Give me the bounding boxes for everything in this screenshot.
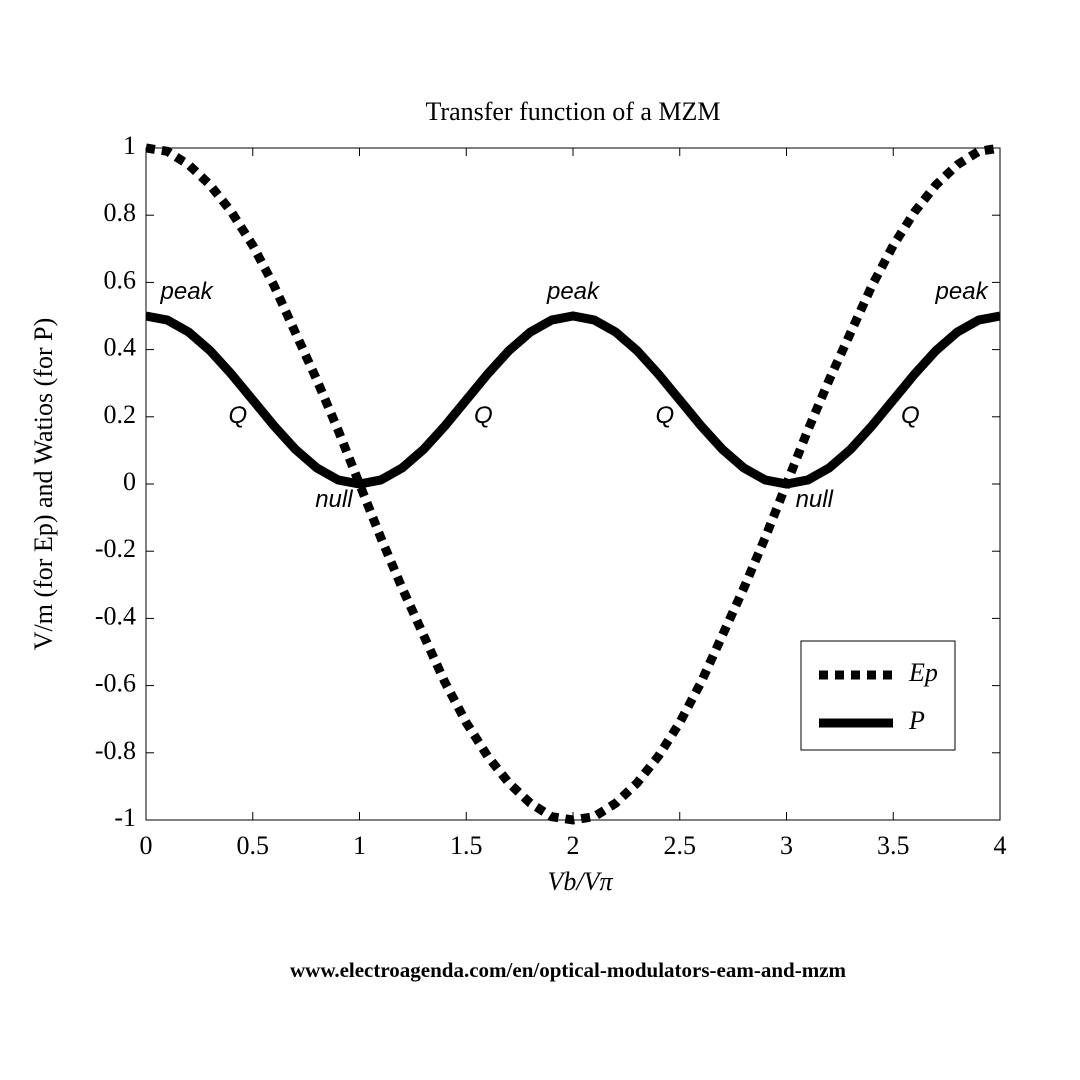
y-axis-label: V/m (for Ep) and Watios (for P)	[29, 318, 58, 650]
x-tick-label: 3	[780, 831, 793, 860]
x-tick-label: 3.5	[877, 831, 910, 860]
chart-title: Transfer function of a MZM	[425, 97, 720, 126]
y-tick-label: 0.4	[104, 333, 137, 362]
annotation: null	[796, 486, 834, 513]
x-tick-label: 1.5	[450, 831, 483, 860]
y-tick-label: 0.8	[104, 198, 137, 227]
annotation: null	[315, 486, 353, 513]
annotation: Q	[474, 402, 493, 429]
x-tick-label: 0	[140, 831, 153, 860]
x-tick-label: 2	[567, 831, 580, 860]
x-tick-label: 2.5	[664, 831, 697, 860]
y-tick-label: 0	[123, 467, 136, 496]
source-url: www.electroagenda.com/en/optical-modulat…	[290, 958, 847, 982]
data-line	[146, 311, 1000, 489]
y-tick-label: 1	[123, 131, 136, 160]
legend-label: Ep	[908, 658, 938, 687]
y-tick-label: -0.6	[95, 669, 136, 698]
annotation: peak	[160, 278, 215, 305]
legend-label: P	[908, 706, 925, 735]
x-tick-label: 4	[994, 831, 1007, 860]
annotation: peak	[546, 278, 601, 305]
x-tick-label: 1	[353, 831, 366, 860]
x-axis-label: Vb/Vπ	[547, 867, 613, 896]
y-tick-label: -0.2	[95, 534, 136, 563]
data-line	[146, 143, 1000, 825]
annotation: Q	[228, 402, 247, 429]
annotation: Q	[655, 402, 674, 429]
x-tick-label: 0.5	[237, 831, 270, 860]
annotation: Q	[901, 402, 920, 429]
annotation: peak	[935, 278, 990, 305]
y-tick-label: 0.6	[104, 265, 137, 294]
legend-box	[800, 640, 956, 751]
y-tick-label: 0.2	[104, 400, 137, 429]
y-tick-label: -0.8	[95, 736, 136, 765]
y-tick-label: -1	[114, 803, 136, 832]
y-tick-label: -0.4	[95, 601, 136, 630]
